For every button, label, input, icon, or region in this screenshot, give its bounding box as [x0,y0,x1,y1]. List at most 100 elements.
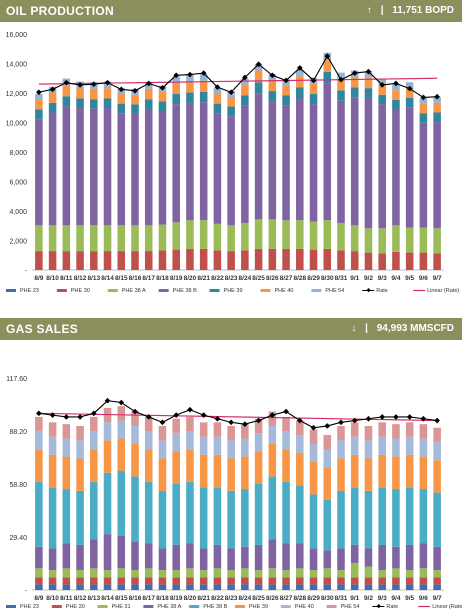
bar-segment [62,577,71,585]
legend-label: PHE 30 [66,604,85,610]
x-tick-label: 8/30 [321,595,334,602]
bar-segment [227,106,235,117]
rate-point [351,417,358,424]
bar-segment [172,76,180,83]
rate-point [406,85,413,92]
bar-segment [213,577,222,585]
bar-segment [254,584,263,590]
bar-segment [199,436,208,455]
rate-point [365,68,372,75]
bar-segment [337,72,345,80]
bar-segment [282,449,290,482]
bar-segment [131,443,139,477]
bar-segment [227,458,235,491]
bar-segment [62,106,71,226]
legend-label: PHE 30 [71,288,90,294]
bar-segment [35,109,43,120]
bar-segment [199,454,208,488]
bar-segment [254,248,263,270]
bar-segment [378,577,386,585]
bar-segment [186,568,194,578]
bar-segment [90,225,98,252]
bar-segment [323,71,332,84]
oil-production-title: OIL PRODUCTION [6,4,114,18]
bar-segment [35,577,43,585]
bar-segment [35,481,43,547]
bar-segment [323,83,332,221]
bar-segment [241,84,249,96]
rate-point [296,417,303,424]
bar-segment [419,252,428,270]
bar-segment [117,103,126,114]
bar-segment [90,108,98,226]
x-tick-label: 8/25 [252,275,265,282]
bar-segment [48,548,57,571]
rate-point [173,72,180,79]
bar-segment [378,85,386,95]
bar-segment [103,472,112,535]
bar-segment [62,225,71,252]
rate-point [77,414,83,420]
bar-segment [392,225,400,252]
y-tick-label: 2,000 [9,239,27,246]
bar-segment [90,431,98,450]
bar-segment [144,481,153,544]
bar-segment [405,584,414,590]
bar-segment [433,228,441,254]
bar-segment [186,92,194,103]
bar-segment [76,570,84,578]
bar-segment [35,568,43,578]
bar-segment [433,102,441,113]
legend-rate-marker [376,604,381,609]
oil-production-chart: - 2,000 4,000 6,000 8,000 10,000 12,000 14,000 1… [6,32,460,294]
x-tick-label: 8/26 [266,275,279,282]
bar-segment [350,436,359,455]
x-tick-label: 8/24 [239,595,252,602]
bar-segment [103,98,112,109]
bar-segment [103,570,112,578]
bar-segment [213,584,222,590]
bar-segment [158,458,167,491]
x-tick-label: 9/5 [405,275,414,282]
bar-segment [378,436,386,455]
bar-segment [337,440,345,459]
x-tick-label: 8/11 [60,275,73,282]
bar-segment [241,223,249,251]
bar-segment [282,584,290,590]
separator: | [365,323,368,334]
bar-segment [35,119,43,226]
bar-segment [227,425,235,441]
bar-segment [378,454,386,488]
x-tick-label: 8/15 [115,595,128,602]
bar-segment [323,220,332,249]
bar-segment [213,223,222,251]
bar-segment [76,225,84,252]
bar-segment [172,544,180,571]
bar-segment [364,566,373,578]
legend-label: PHE 23 [20,604,39,610]
legend-label: PHE 40 [274,288,293,294]
bar-segment [296,248,304,270]
rate-point [420,94,427,101]
bar-segment [282,220,290,249]
bar-segment [282,431,290,450]
x-tick-label: 8/18 [156,275,169,282]
bar-segment [227,251,235,270]
bar-segment [172,451,180,484]
x-tick-label: 9/1 [350,595,359,602]
bar-segment [241,577,249,585]
bar-segment [158,490,167,549]
bar-segment [296,452,304,486]
bar-segment [337,584,345,590]
bar-segment [199,80,208,92]
bar-segment [117,577,126,585]
bar-segment [296,69,304,77]
bar-segment [419,489,428,544]
bar-segment [282,105,290,221]
bar-segment [296,584,304,590]
x-tick-label: 9/7 [433,595,442,602]
x-tick-label: 9/2 [364,595,373,602]
legend-label: PHE 54 [341,604,360,610]
bar-segment [213,487,222,545]
bar-segment [186,220,194,249]
